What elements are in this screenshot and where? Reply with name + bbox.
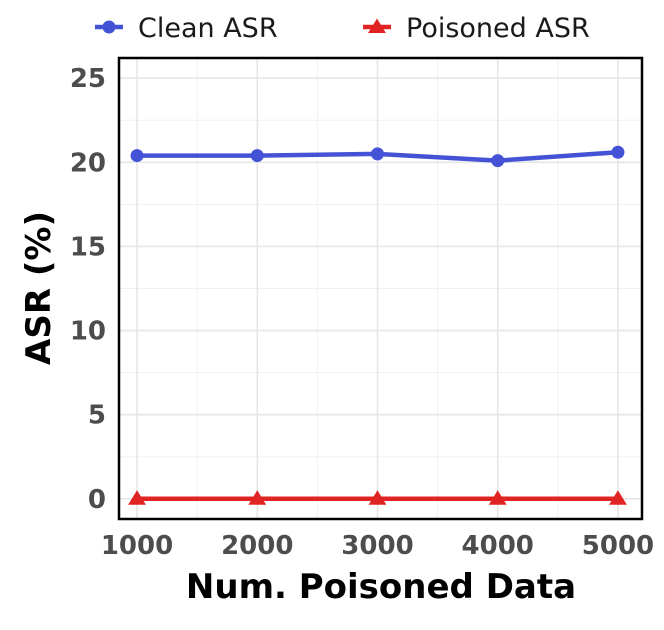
x-tick-label: 3000: [341, 531, 413, 561]
data-point: [130, 149, 144, 163]
data-point: [250, 149, 264, 163]
legend-label: Poisoned ASR: [406, 13, 590, 44]
y-tick-label: 5: [88, 401, 106, 431]
y-tick-labels: 0 5 10 15 20 25: [70, 64, 106, 515]
x-axis-title: Num. Poisoned Data: [186, 567, 576, 607]
y-tick-label: 15: [70, 232, 106, 262]
data-point: [611, 145, 625, 159]
plot-frame: [117, 56, 644, 521]
data-point: [488, 490, 507, 505]
y-axis-title: ASR (%): [19, 211, 59, 365]
x-tick-label: 2000: [221, 531, 293, 561]
legend-label: Clean ASR: [138, 13, 278, 44]
y-tick-label: 0: [88, 485, 106, 515]
legend-item: Clean ASR: [95, 13, 278, 44]
series-group: [128, 145, 627, 505]
x-tick-label: 4000: [462, 531, 534, 561]
data-point: [128, 490, 146, 505]
data-point: [491, 154, 505, 168]
x-tick-labels: 1000 2000 3000 4000 5000: [101, 531, 654, 561]
x-tick-label: 5000: [582, 531, 654, 561]
series-poisoned-asr: [128, 490, 627, 505]
data-point: [609, 490, 627, 505]
y-tick-label: 20: [70, 148, 106, 178]
legend: Clean ASR Poisoned ASR: [95, 13, 590, 44]
y-tick-label: 10: [70, 317, 106, 347]
data-point: [368, 490, 387, 505]
data-point: [248, 490, 267, 505]
data-point: [370, 147, 384, 161]
legend-item: Poisoned ASR: [363, 13, 590, 44]
y-tick-label: 25: [70, 64, 106, 94]
grid: [119, 58, 642, 519]
legend-circle-marker: [102, 20, 116, 34]
series-clean-asr: [130, 145, 625, 168]
legend-triangle-marker: [368, 18, 386, 33]
x-tick-label: 1000: [101, 531, 173, 561]
